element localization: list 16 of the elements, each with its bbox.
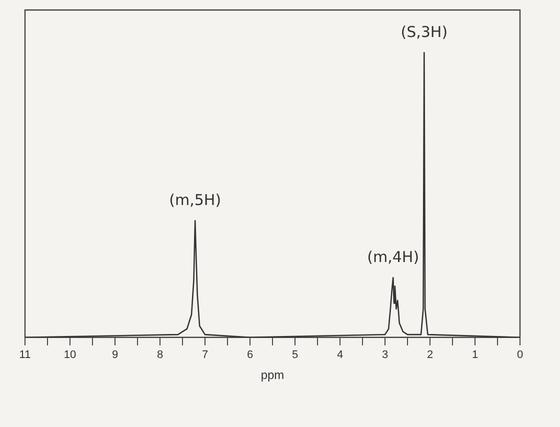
- x-axis-title: ppm: [260, 368, 284, 382]
- x-tick-label: 7: [202, 349, 208, 362]
- x-tick-label: 3: [382, 349, 388, 362]
- x-tick-label: 5: [292, 349, 298, 362]
- x-tick-label: 4: [336, 349, 344, 362]
- x-tick-label: 8: [156, 349, 164, 362]
- x-tick-label: 1: [472, 349, 478, 362]
- x-tick-label: 9: [112, 349, 118, 362]
- x-tick-label: 11: [19, 349, 31, 362]
- annotation: (S,3H): [400, 23, 448, 42]
- annotation: (m,4H): [367, 248, 420, 266]
- x-tick-label: 2: [426, 349, 434, 362]
- annotation: (m,5H): [169, 191, 222, 210]
- x-tick-label: 0: [516, 349, 524, 362]
- x-tick-label: 10: [64, 349, 76, 362]
- x-tick-label: 6: [246, 349, 254, 362]
